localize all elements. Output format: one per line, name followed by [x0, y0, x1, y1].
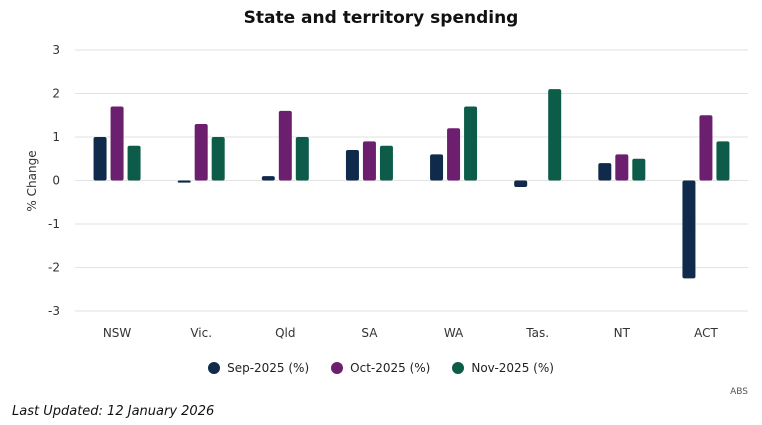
- bar-nsw-series-2[interactable]: [127, 145, 141, 181]
- legend-swatch: [452, 362, 465, 374]
- bar-qld-series-2[interactable]: [295, 137, 309, 181]
- y-tick-label: -1: [48, 217, 60, 231]
- bar-act-series-1[interactable]: [699, 115, 713, 181]
- bar-nt-series-1[interactable]: [615, 154, 629, 181]
- bar-nsw-series-1[interactable]: [110, 106, 124, 181]
- bar-wa-series-2[interactable]: [464, 106, 478, 181]
- source-label: ABS: [730, 387, 748, 397]
- legend: Sep-2025 (%) Oct-2025 (%) Nov-2025 (%): [0, 361, 762, 375]
- x-axis-ticks: NSW Vic. Qld SA WA Tas. NT ACT: [103, 326, 719, 340]
- bar-nt-series-2[interactable]: [632, 158, 646, 181]
- bar-wa-series-0[interactable]: [430, 154, 444, 181]
- legend-item-series-1[interactable]: Oct-2025 (%): [331, 361, 430, 375]
- bar-qld-series-0[interactable]: [261, 176, 275, 181]
- legend-swatch: [208, 362, 221, 374]
- bar-tas-series-0[interactable]: [514, 180, 528, 188]
- y-tick-label: -2: [48, 261, 60, 275]
- y-tick-label: 1: [52, 130, 60, 144]
- x-tick-label: Vic.: [190, 326, 212, 340]
- last-updated-text: Last Updated: 12 January 2026: [12, 404, 215, 419]
- y-tick-label: 3: [52, 43, 60, 57]
- bar-nt-series-0[interactable]: [598, 163, 612, 181]
- y-axis-ticks: 3 2 1 0 -1 -2 -3: [48, 43, 60, 318]
- y-tick-label: 2: [52, 87, 60, 101]
- bar-sa-series-2[interactable]: [379, 145, 393, 181]
- x-tick-label: NT: [614, 326, 631, 340]
- y-tick-label: 0: [52, 174, 60, 188]
- y-axis-label: % Change: [25, 150, 39, 211]
- bar-sa-series-1[interactable]: [362, 141, 376, 181]
- bar-qld-series-1[interactable]: [278, 110, 292, 181]
- x-tick-label: SA: [361, 326, 378, 340]
- bar-vic-series-2[interactable]: [211, 137, 225, 181]
- x-tick-label: ACT: [694, 326, 718, 340]
- legend-label: Oct-2025 (%): [350, 361, 431, 375]
- gridlines: [75, 49, 748, 312]
- bar-act-series-0[interactable]: [682, 180, 696, 279]
- legend-item-series-2[interactable]: Nov-2025 (%): [452, 361, 554, 375]
- bar-vic-series-0[interactable]: [177, 180, 191, 183]
- x-tick-label: WA: [444, 326, 464, 340]
- bar-vic-series-1[interactable]: [194, 123, 208, 181]
- x-tick-label: NSW: [103, 326, 132, 340]
- bar-wa-series-1[interactable]: [447, 128, 461, 181]
- legend-item-series-0[interactable]: Sep-2025 (%): [208, 361, 309, 375]
- bar-act-series-2[interactable]: [716, 141, 730, 181]
- y-tick-label: -3: [48, 304, 60, 318]
- bar-sa-series-0[interactable]: [345, 150, 359, 181]
- legend-label: Nov-2025 (%): [471, 361, 554, 375]
- legend-swatch: [331, 362, 344, 374]
- bar-nsw-series-0[interactable]: [93, 137, 107, 181]
- x-tick-label: Tas.: [525, 326, 549, 340]
- bar-tas-series-2[interactable]: [548, 89, 562, 181]
- chart-title: State and territory spending: [243, 8, 519, 28]
- legend-label: Sep-2025 (%): [227, 361, 310, 375]
- bars: [93, 89, 730, 279]
- bar-chart: 3 2 1 0 -1 -2 -3 NSW Vic. Qld SA WA Tas. NT ACT % Cha…: [25, 43, 748, 340]
- x-tick-label: Qld: [275, 326, 295, 340]
